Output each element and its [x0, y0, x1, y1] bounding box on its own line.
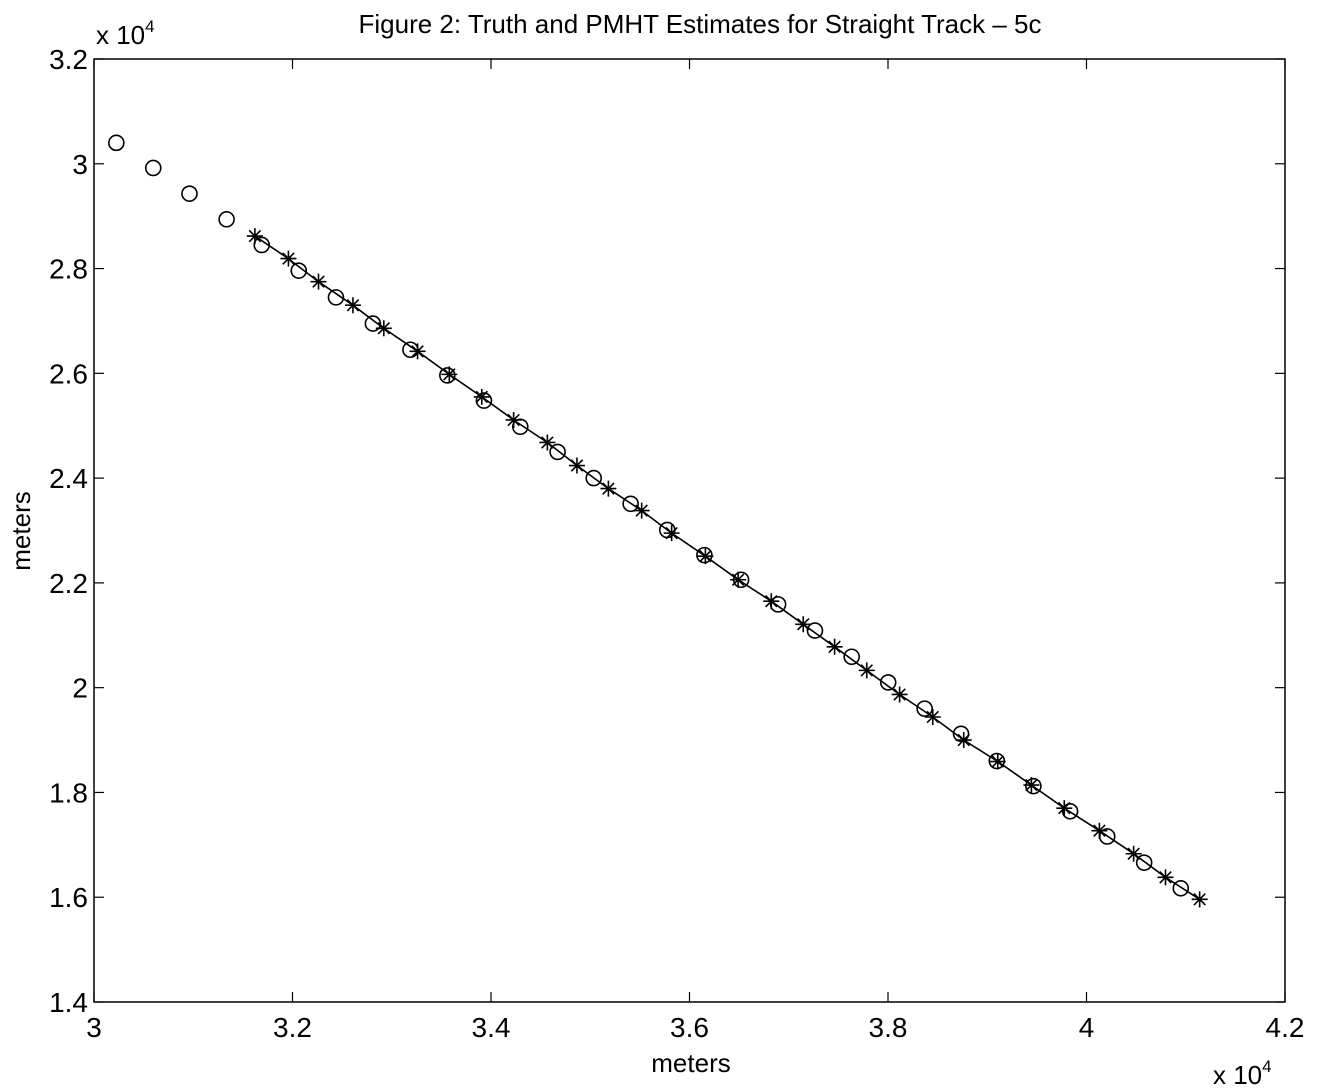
circle-marker — [290, 262, 308, 279]
circle-marker — [585, 469, 603, 487]
series-layer — [108, 134, 1208, 908]
star-marker — [246, 228, 263, 245]
star-marker — [730, 571, 747, 588]
star-marker — [539, 434, 556, 451]
circle-marker — [549, 443, 566, 461]
x-multiplier-base: x 10 — [1213, 1060, 1262, 1090]
circle-marker — [806, 622, 824, 639]
circle-marker — [108, 134, 125, 152]
circle-marker — [144, 159, 162, 177]
star-marker — [1023, 777, 1040, 794]
circle-marker — [364, 315, 382, 332]
circle-marker — [879, 674, 897, 691]
star-marker — [568, 457, 585, 474]
y-tick-label: 2.6 — [49, 358, 88, 389]
circle-marker — [1061, 803, 1079, 820]
y-tick-label: 1.6 — [49, 882, 88, 913]
circle-marker — [181, 185, 198, 202]
circle-marker — [1135, 854, 1153, 871]
star-marker — [1191, 891, 1208, 908]
y-tick-label: 3 — [72, 149, 88, 180]
star-marker — [697, 548, 714, 565]
star-marker — [375, 320, 392, 337]
svg-text:x 104: x 104 — [1213, 1057, 1272, 1090]
x-axis-label: meters — [651, 1048, 730, 1078]
circle-marker — [843, 648, 860, 666]
star-marker — [633, 502, 650, 519]
star-marker — [473, 388, 490, 405]
y-tick-label: 3.2 — [49, 44, 88, 75]
y-axis-label: meters — [6, 491, 36, 570]
x-multiplier-exponent: 4 — [1262, 1057, 1271, 1076]
circle-marker — [327, 289, 345, 306]
y-tick-label: 1.8 — [49, 777, 88, 808]
y-tick-label: 2.4 — [49, 463, 88, 494]
x-tick-label: 4.2 — [1266, 1012, 1305, 1043]
star-marker — [826, 638, 843, 655]
y-tick-label: 2.2 — [49, 568, 88, 599]
star-marker — [441, 366, 458, 383]
star-marker — [409, 343, 426, 360]
y-tick-label: 1.4 — [49, 987, 88, 1018]
star-marker — [344, 297, 361, 314]
circle-marker — [952, 725, 970, 743]
star-marker — [505, 411, 522, 428]
star-marker — [1056, 800, 1073, 817]
tick-marks — [93, 58, 1286, 1003]
x-tick-labels: 3 3.2 3.4 3.6 3.8 4 4.2 — [86, 1012, 1304, 1043]
star-marker — [891, 686, 908, 703]
chart-title: Figure 2: Truth and PMHT Estimates for S… — [358, 9, 1041, 39]
x-multiplier: x 104 — [1213, 1057, 1272, 1090]
star-marker — [600, 480, 617, 497]
x-tick-label: 3 — [86, 1012, 102, 1043]
x-tick-label: 3.8 — [869, 1012, 908, 1043]
circle-marker — [916, 700, 933, 717]
y-multiplier: x 104 — [96, 17, 155, 50]
circle-marker — [696, 546, 713, 564]
x-tick-label: 4 — [1079, 1012, 1095, 1043]
x-tick-label: 3.2 — [273, 1012, 312, 1043]
star-marker — [858, 662, 875, 679]
svg-text:x 104: x 104 — [96, 17, 155, 50]
star-marker — [310, 273, 327, 290]
circle-marker — [1172, 880, 1190, 897]
star-marker — [763, 593, 780, 610]
star-marker — [1125, 845, 1142, 862]
circle-marker — [622, 495, 639, 513]
star-marker — [955, 732, 972, 749]
series-2-line — [254, 235, 1201, 900]
plot-frame — [93, 58, 1286, 1003]
circle-marker — [1025, 777, 1042, 795]
x-tick-label: 3.4 — [472, 1012, 511, 1043]
circle-marker — [218, 211, 235, 228]
star-marker — [663, 525, 680, 542]
circle-marker — [475, 392, 493, 409]
y-multiplier-base: x 10 — [96, 20, 145, 50]
star-marker — [1091, 822, 1108, 839]
y-tick-labels: 1.4 1.6 1.8 2 2.2 2.4 2.6 2.8 3 3.2 — [49, 44, 88, 1018]
star-marker — [989, 753, 1006, 770]
star-marker — [280, 250, 297, 267]
y-tick-label: 2 — [72, 673, 88, 704]
y-multiplier-exponent: 4 — [145, 17, 154, 36]
star-marker — [924, 709, 941, 726]
x-tick-label: 3.6 — [670, 1012, 709, 1043]
series-2 — [246, 228, 1208, 908]
y-tick-label: 2.8 — [49, 254, 88, 285]
circle-marker — [439, 367, 456, 384]
star-marker — [795, 616, 812, 633]
star-marker — [1157, 869, 1174, 886]
